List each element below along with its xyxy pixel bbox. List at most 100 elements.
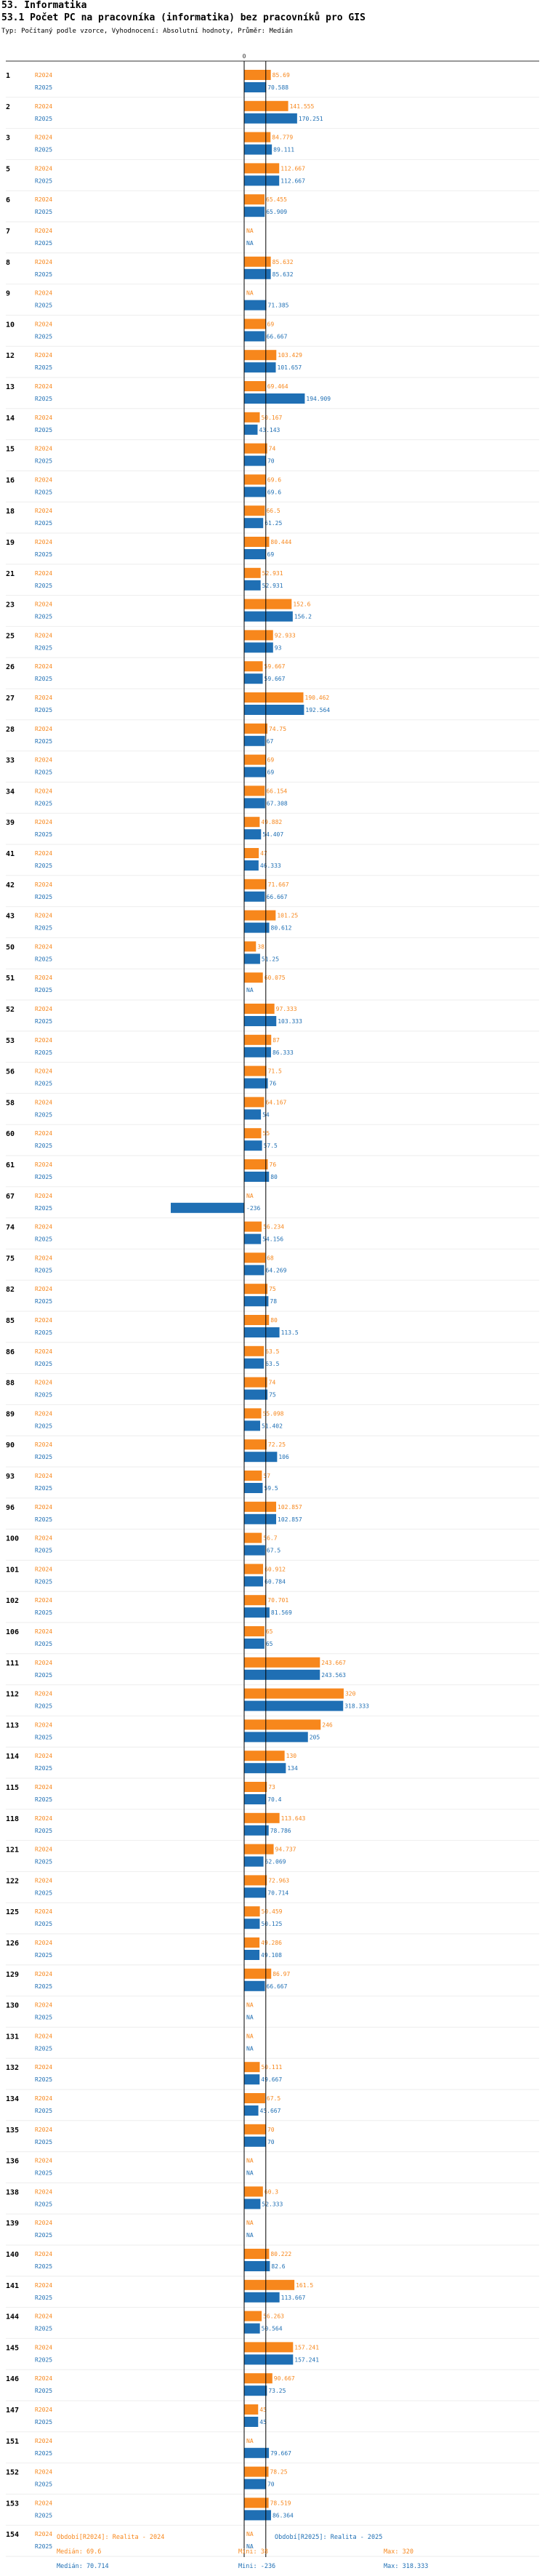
row-label: 113 (6, 1721, 19, 1729)
bar-v2025-85 (244, 1327, 280, 1337)
value-label: 141.555 (290, 103, 315, 110)
row-label: 42 (6, 881, 15, 889)
value-label: 72.963 (268, 1877, 289, 1884)
series-label: R2024 (35, 975, 52, 981)
bar-v2025-52 (244, 1016, 277, 1026)
series-label: R2024 (35, 881, 52, 888)
bar-v2024-85 (244, 1315, 270, 1325)
series-label: R2024 (35, 601, 52, 608)
series-label: R2025 (35, 364, 52, 371)
value-label: 50.167 (261, 415, 282, 421)
series-label: R2025 (35, 1921, 52, 1927)
series-label: R2024 (35, 726, 52, 732)
series-label: R2024 (35, 1597, 52, 1604)
series-label: R2025 (35, 2295, 52, 2301)
value-label: 50.111 (261, 2064, 282, 2071)
row-label: 28 (6, 726, 15, 734)
row-label: 52 (6, 1006, 15, 1014)
axis-zero-label: 0 (243, 53, 246, 60)
page-title: 53.1 Počet PC na pracovníka (informatika… (1, 12, 366, 23)
row-label: 12 (6, 352, 15, 360)
series-label: R2024 (35, 2251, 52, 2257)
bar-v2024-135 (244, 2124, 266, 2135)
row-label: 154 (6, 2531, 19, 2539)
value-label: 55 (263, 1130, 270, 1137)
series-label: R2024 (35, 103, 52, 110)
value-label: NA (246, 2033, 254, 2039)
series-label: R2024 (35, 321, 52, 327)
value-label: NA (246, 2002, 254, 2009)
series-label: R2024 (35, 2002, 52, 2009)
bar-v2025-129 (244, 1980, 265, 1991)
series-label: R2025 (35, 1796, 52, 1803)
bar-v2024-52 (244, 1004, 275, 1014)
series-label: R2024 (35, 1348, 52, 1355)
value-label: NA (246, 2438, 254, 2444)
row-label: 27 (6, 695, 15, 703)
series-label: R2024 (35, 2064, 52, 2071)
value-label: 80 (270, 1317, 278, 1324)
value-label: 75 (269, 1286, 276, 1292)
value-label: 103.429 (278, 352, 302, 359)
series-label: R2024 (35, 2188, 52, 2195)
bar-v2025-19 (244, 549, 266, 559)
series-label: R2025 (35, 2512, 52, 2519)
value-label: 59.5 (264, 1485, 278, 1492)
row-label: 1 (6, 72, 10, 80)
series-label: R2025 (35, 1641, 52, 1647)
value-label: 78.519 (270, 2500, 291, 2506)
series-label: R2024 (35, 228, 52, 234)
bar-v2024-25 (244, 630, 273, 641)
series-label: R2025 (35, 583, 52, 589)
bar-v2024-146 (244, 2373, 272, 2384)
row-label: 33 (6, 757, 15, 765)
value-label: 85.632 (272, 271, 294, 278)
bar-v2024-51 (244, 972, 263, 983)
bar-v2024-100 (244, 1532, 262, 1543)
bar-v2025-27 (244, 705, 304, 715)
value-label: 72.25 (268, 1441, 286, 1448)
min-2024: Mini: 38 (238, 2548, 268, 2556)
row-label: 106 (6, 1628, 19, 1636)
value-label: NA (246, 2015, 254, 2021)
series-label: R2025 (35, 1392, 52, 1399)
row-label: 111 (6, 1660, 19, 1668)
bar-v2024-113 (244, 1719, 321, 1730)
series-label: R2025 (35, 1734, 52, 1740)
series-label: R2025 (35, 1828, 52, 1834)
row-label: 96 (6, 1504, 15, 1512)
bar-v2025-141 (244, 2292, 280, 2303)
row-label: 39 (6, 819, 15, 827)
bar-v2025-145 (244, 2354, 294, 2365)
series-label: R2025 (35, 1143, 52, 1149)
bar-v2024-134 (244, 2093, 265, 2103)
series-label: R2024 (35, 1068, 52, 1075)
value-label: 318.333 (344, 1703, 369, 1710)
bar-v2025-138 (244, 2199, 261, 2209)
value-label: 69.6 (267, 476, 281, 483)
series-label: R2025 (35, 177, 52, 184)
series-label: R2024 (35, 2158, 52, 2164)
bar-v2024-96 (244, 1501, 277, 1512)
series-label: R2025 (35, 2450, 52, 2457)
value-label: NA (246, 2158, 254, 2164)
series-label: R2024 (35, 663, 52, 670)
value-label: 45 (259, 2419, 267, 2425)
series-label: R2024 (35, 383, 52, 390)
value-label: 69.6 (267, 489, 281, 495)
series-label: R2024 (35, 1161, 52, 1168)
bar-v2025-61 (244, 1172, 270, 1182)
bar-v2024-129 (244, 1968, 272, 1979)
bar-v2025-15 (244, 455, 266, 466)
bar-v2024-88 (244, 1377, 267, 1388)
row-label: 26 (6, 663, 15, 671)
row-label: 82 (6, 1286, 15, 1294)
series-label: R2025 (35, 1889, 52, 1896)
bar-v2025-12 (244, 362, 276, 373)
value-label: 161.5 (296, 2282, 313, 2289)
value-label: NA (246, 2531, 254, 2537)
series-label: R2024 (35, 476, 52, 483)
series-label: R2025 (35, 2170, 52, 2177)
series-label: R2025 (35, 2543, 52, 2550)
bar-v2025-111 (244, 1669, 320, 1680)
